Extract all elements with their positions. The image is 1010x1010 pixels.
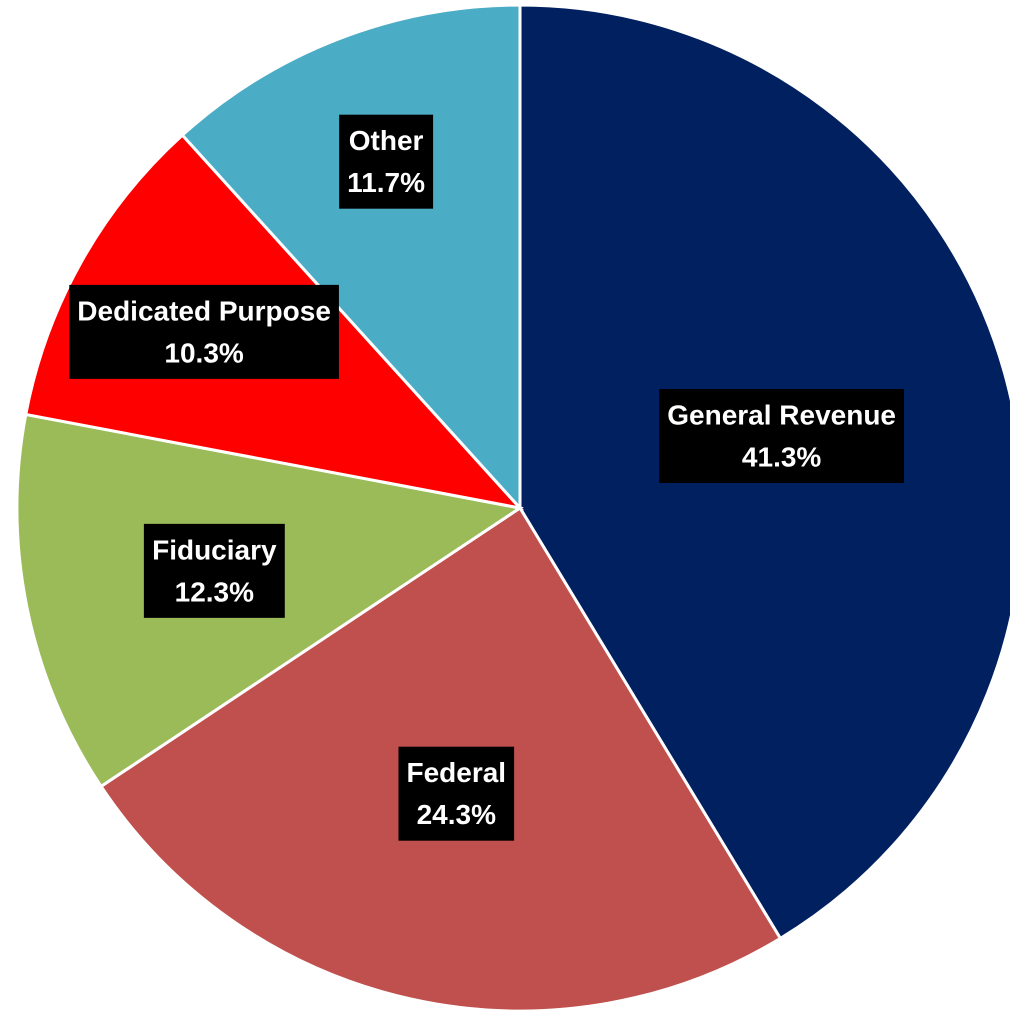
label-name: Fiduciary: [152, 534, 277, 565]
data-label: Fiduciary 12.3%: [143, 523, 285, 618]
data-label: Dedicated Purpose 10.3%: [69, 284, 339, 379]
label-value: 10.3%: [164, 337, 243, 368]
data-label: General Revenue 41.3%: [659, 389, 905, 484]
pie-slice: [180, 3, 522, 512]
label-value: 41.3%: [742, 441, 821, 472]
label-value: 12.3%: [175, 576, 254, 607]
label-box: [339, 114, 434, 209]
label-box: [143, 523, 285, 618]
label-box: [69, 284, 339, 379]
label-box: [659, 389, 905, 484]
data-label: Other 11.7%: [339, 114, 434, 209]
label-name: Federal: [406, 757, 506, 788]
label-name: Dedicated Purpose: [77, 295, 331, 326]
label-box: [398, 746, 515, 841]
data-label: Federal 24.3%: [398, 746, 515, 841]
label-name: General Revenue: [667, 399, 896, 430]
label-name: Other: [349, 125, 424, 156]
label-value: 11.7%: [347, 167, 425, 198]
label-value: 24.3%: [417, 799, 496, 830]
